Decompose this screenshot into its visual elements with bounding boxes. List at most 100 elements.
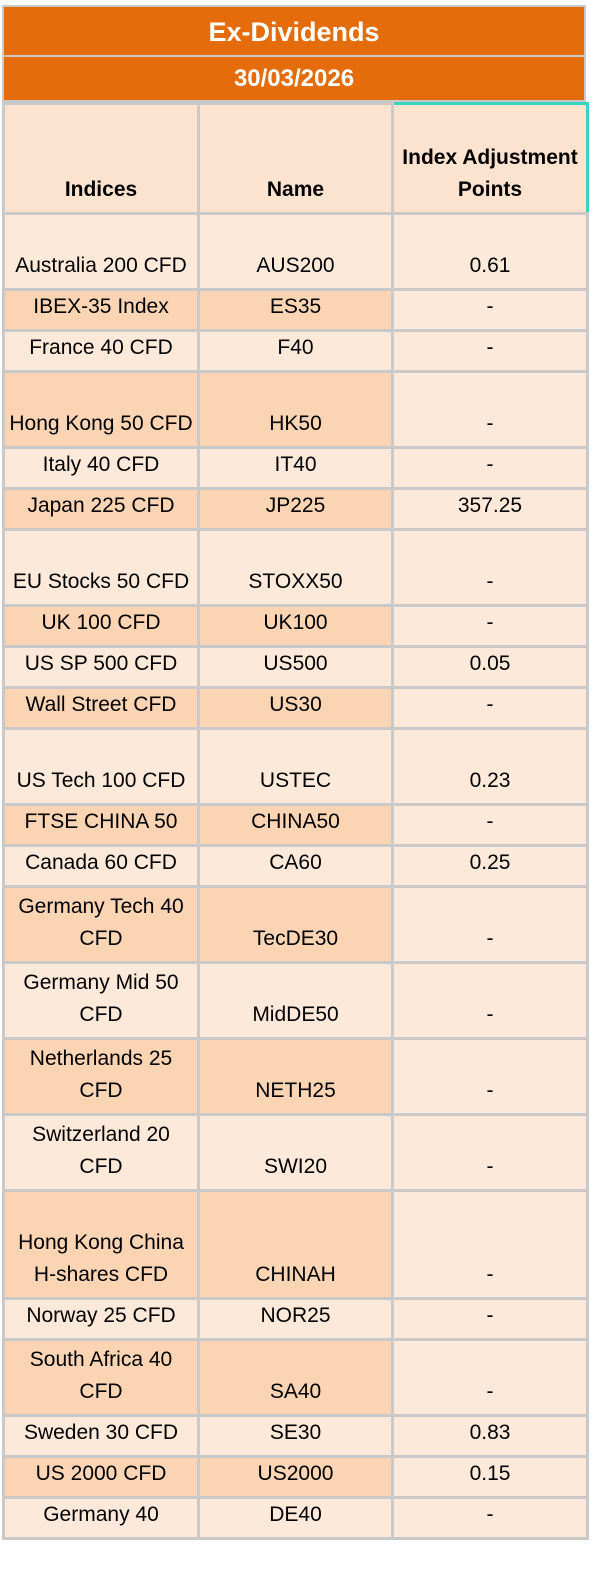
points-cell: - [391,1113,589,1192]
table-row: Italy 40 CFD IT40- [2,446,589,490]
points-cell: - [391,1297,589,1341]
index-cell: Germany 40 [2,1496,200,1540]
points-cell: - [391,446,589,490]
table-row: Germany Mid 50 CFD MidDE50- [2,961,589,1040]
index-cell: Netherlands 25 CFD [2,1037,200,1116]
table-row: FTSE CHINA 50 CHINA50- [2,803,589,847]
name-cell: SA40 [197,1338,394,1417]
table-row: US 2000 CFD US2000 0.15 [2,1455,589,1499]
points-cell: - [391,370,589,449]
name-cell: SE30 [197,1414,394,1458]
sheet-title: Ex-Dividends [2,5,586,57]
index-cell: South Africa 40 CFD [2,1338,200,1417]
table-row: US SP 500 CFD US500 0.05 [2,645,589,689]
index-cell: Sweden 30 CFD [2,1414,200,1458]
name-cell: AUS200 [197,212,394,291]
points-cell: - [391,604,589,648]
name-cell: NETH25 [197,1037,394,1116]
name-cell: SWI20 [197,1113,394,1192]
header-indices: Indices [2,102,200,215]
header-adjustment-points[interactable]: Index Adjustment Points [391,102,589,215]
table-row: Germany Tech 40 CFD TecDE30- [2,885,589,964]
index-cell: Germany Tech 40 CFD [2,885,200,964]
header-name: Name [197,102,394,215]
sheet-date: 30/03/2026 [2,57,586,102]
points-cell: - [391,1037,589,1116]
name-cell: CA60 [197,844,394,888]
table-row: Canada 60 CFD CA60 0.25 [2,844,589,888]
table-row: France 40 CFD F40- [2,329,589,373]
table-row: UK 100 CFD UK100- [2,604,589,648]
table-row: US Tech 100 CFD USTEC 0.23 [2,727,589,806]
name-cell: USTEC [197,727,394,806]
index-cell: Australia 200 CFD [2,212,200,291]
name-cell: HK50 [197,370,394,449]
points-cell: 0.23 [391,727,589,806]
table-row: EU Stocks 50 CFD STOXX50- [2,528,589,607]
points-cell: 0.61 [391,212,589,291]
name-cell: NOR25 [197,1297,394,1341]
index-cell: FTSE CHINA 50 [2,803,200,847]
points-cell: 357.25 [391,487,589,531]
points-cell: - [391,1189,589,1300]
index-cell: UK 100 CFD [2,604,200,648]
dividends-table: Indices Name Index Adjustment Points Aus… [2,102,589,1540]
table-row: Australia 200 CFD AUS200 0.61 [2,212,589,291]
name-cell: US2000 [197,1455,394,1499]
name-cell: CHINA50 [197,803,394,847]
points-cell: - [391,1338,589,1417]
name-cell: UK100 [197,604,394,648]
index-cell: Canada 60 CFD [2,844,200,888]
table-row: IBEX-35 Index ES35- [2,288,589,332]
points-cell: 0.15 [391,1455,589,1499]
table-row: Hong Kong 50 CFD HK50- [2,370,589,449]
index-cell: US Tech 100 CFD [2,727,200,806]
name-cell: JP225 [197,487,394,531]
index-cell: Germany Mid 50 CFD [2,961,200,1040]
points-cell: 0.25 [391,844,589,888]
index-cell: EU Stocks 50 CFD [2,528,200,607]
table-row: Norway 25 CFD NOR25- [2,1297,589,1341]
index-cell: Hong Kong 50 CFD [2,370,200,449]
table-row: Wall Street CFD US30- [2,686,589,730]
points-cell: - [391,288,589,332]
index-cell: Switzerland 20 CFD [2,1113,200,1192]
name-cell: STOXX50 [197,528,394,607]
index-cell: US SP 500 CFD [2,645,200,689]
points-cell: - [391,961,589,1040]
index-cell: Hong Kong China H-shares CFD [2,1189,200,1300]
table-body: Australia 200 CFD AUS200 0.61 IBEX-35 Index… [2,212,589,1540]
points-cell: - [391,803,589,847]
points-cell: - [391,329,589,373]
points-cell: - [391,686,589,730]
table-row: Hong Kong China H-shares CFD CHINAH - [2,1189,589,1300]
name-cell: CHINAH [197,1189,394,1300]
name-cell: IT40 [197,446,394,490]
name-cell: US30 [197,686,394,730]
index-cell: IBEX-35 Index [2,288,200,332]
table-row: Netherlands 25 CFD NETH25- [2,1037,589,1116]
index-cell: US 2000 CFD [2,1455,200,1499]
table-row: Sweden 30 CFD SE30 0.83 [2,1414,589,1458]
header-row: Indices Name Index Adjustment Points [2,102,589,215]
name-cell: F40 [197,329,394,373]
points-cell: - [391,1496,589,1540]
index-cell: Italy 40 CFD [2,446,200,490]
index-cell: Wall Street CFD [2,686,200,730]
index-cell: Norway 25 CFD [2,1297,200,1341]
index-cell: Japan 225 CFD [2,487,200,531]
name-cell: DE40 [197,1496,394,1540]
table-row: South Africa 40 CFD SA40- [2,1338,589,1417]
ex-dividends-sheet: Ex-Dividends 30/03/2026 Indices Name Ind… [2,5,589,1540]
index-cell: France 40 CFD [2,329,200,373]
name-cell: ES35 [197,288,394,332]
name-cell: MidDE50 [197,961,394,1040]
points-cell: 0.83 [391,1414,589,1458]
name-cell: US500 [197,645,394,689]
points-cell: - [391,885,589,964]
points-cell: - [391,528,589,607]
name-cell: TecDE30 [197,885,394,964]
table-row: Germany 40 DE40- [2,1496,589,1540]
table-row: Japan 225 CFD JP225 357.25 [2,487,589,531]
table-row: Switzerland 20 CFD SWI20- [2,1113,589,1192]
